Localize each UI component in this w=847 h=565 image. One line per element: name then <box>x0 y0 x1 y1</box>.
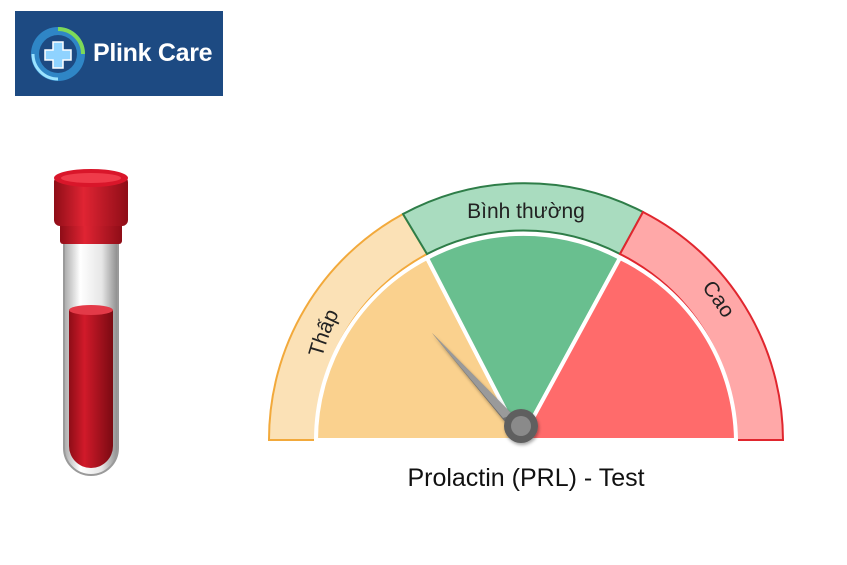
gauge-needle <box>432 333 538 443</box>
zone-low-inner <box>313 255 525 442</box>
medical-cross-icon <box>31 26 85 81</box>
gauge-inner-band <box>313 231 739 445</box>
blood-test-tube-icon <box>54 169 128 476</box>
zone-normal-inner <box>424 231 623 445</box>
brand-logo: Plink Care <box>15 11 223 96</box>
brand-name: Plink Care <box>93 39 213 67</box>
zone-normal-label: Bình thường <box>467 200 585 223</box>
zone-high-inner <box>517 255 739 442</box>
gauge-title: Prolactin (PRL) - Test <box>407 464 644 492</box>
